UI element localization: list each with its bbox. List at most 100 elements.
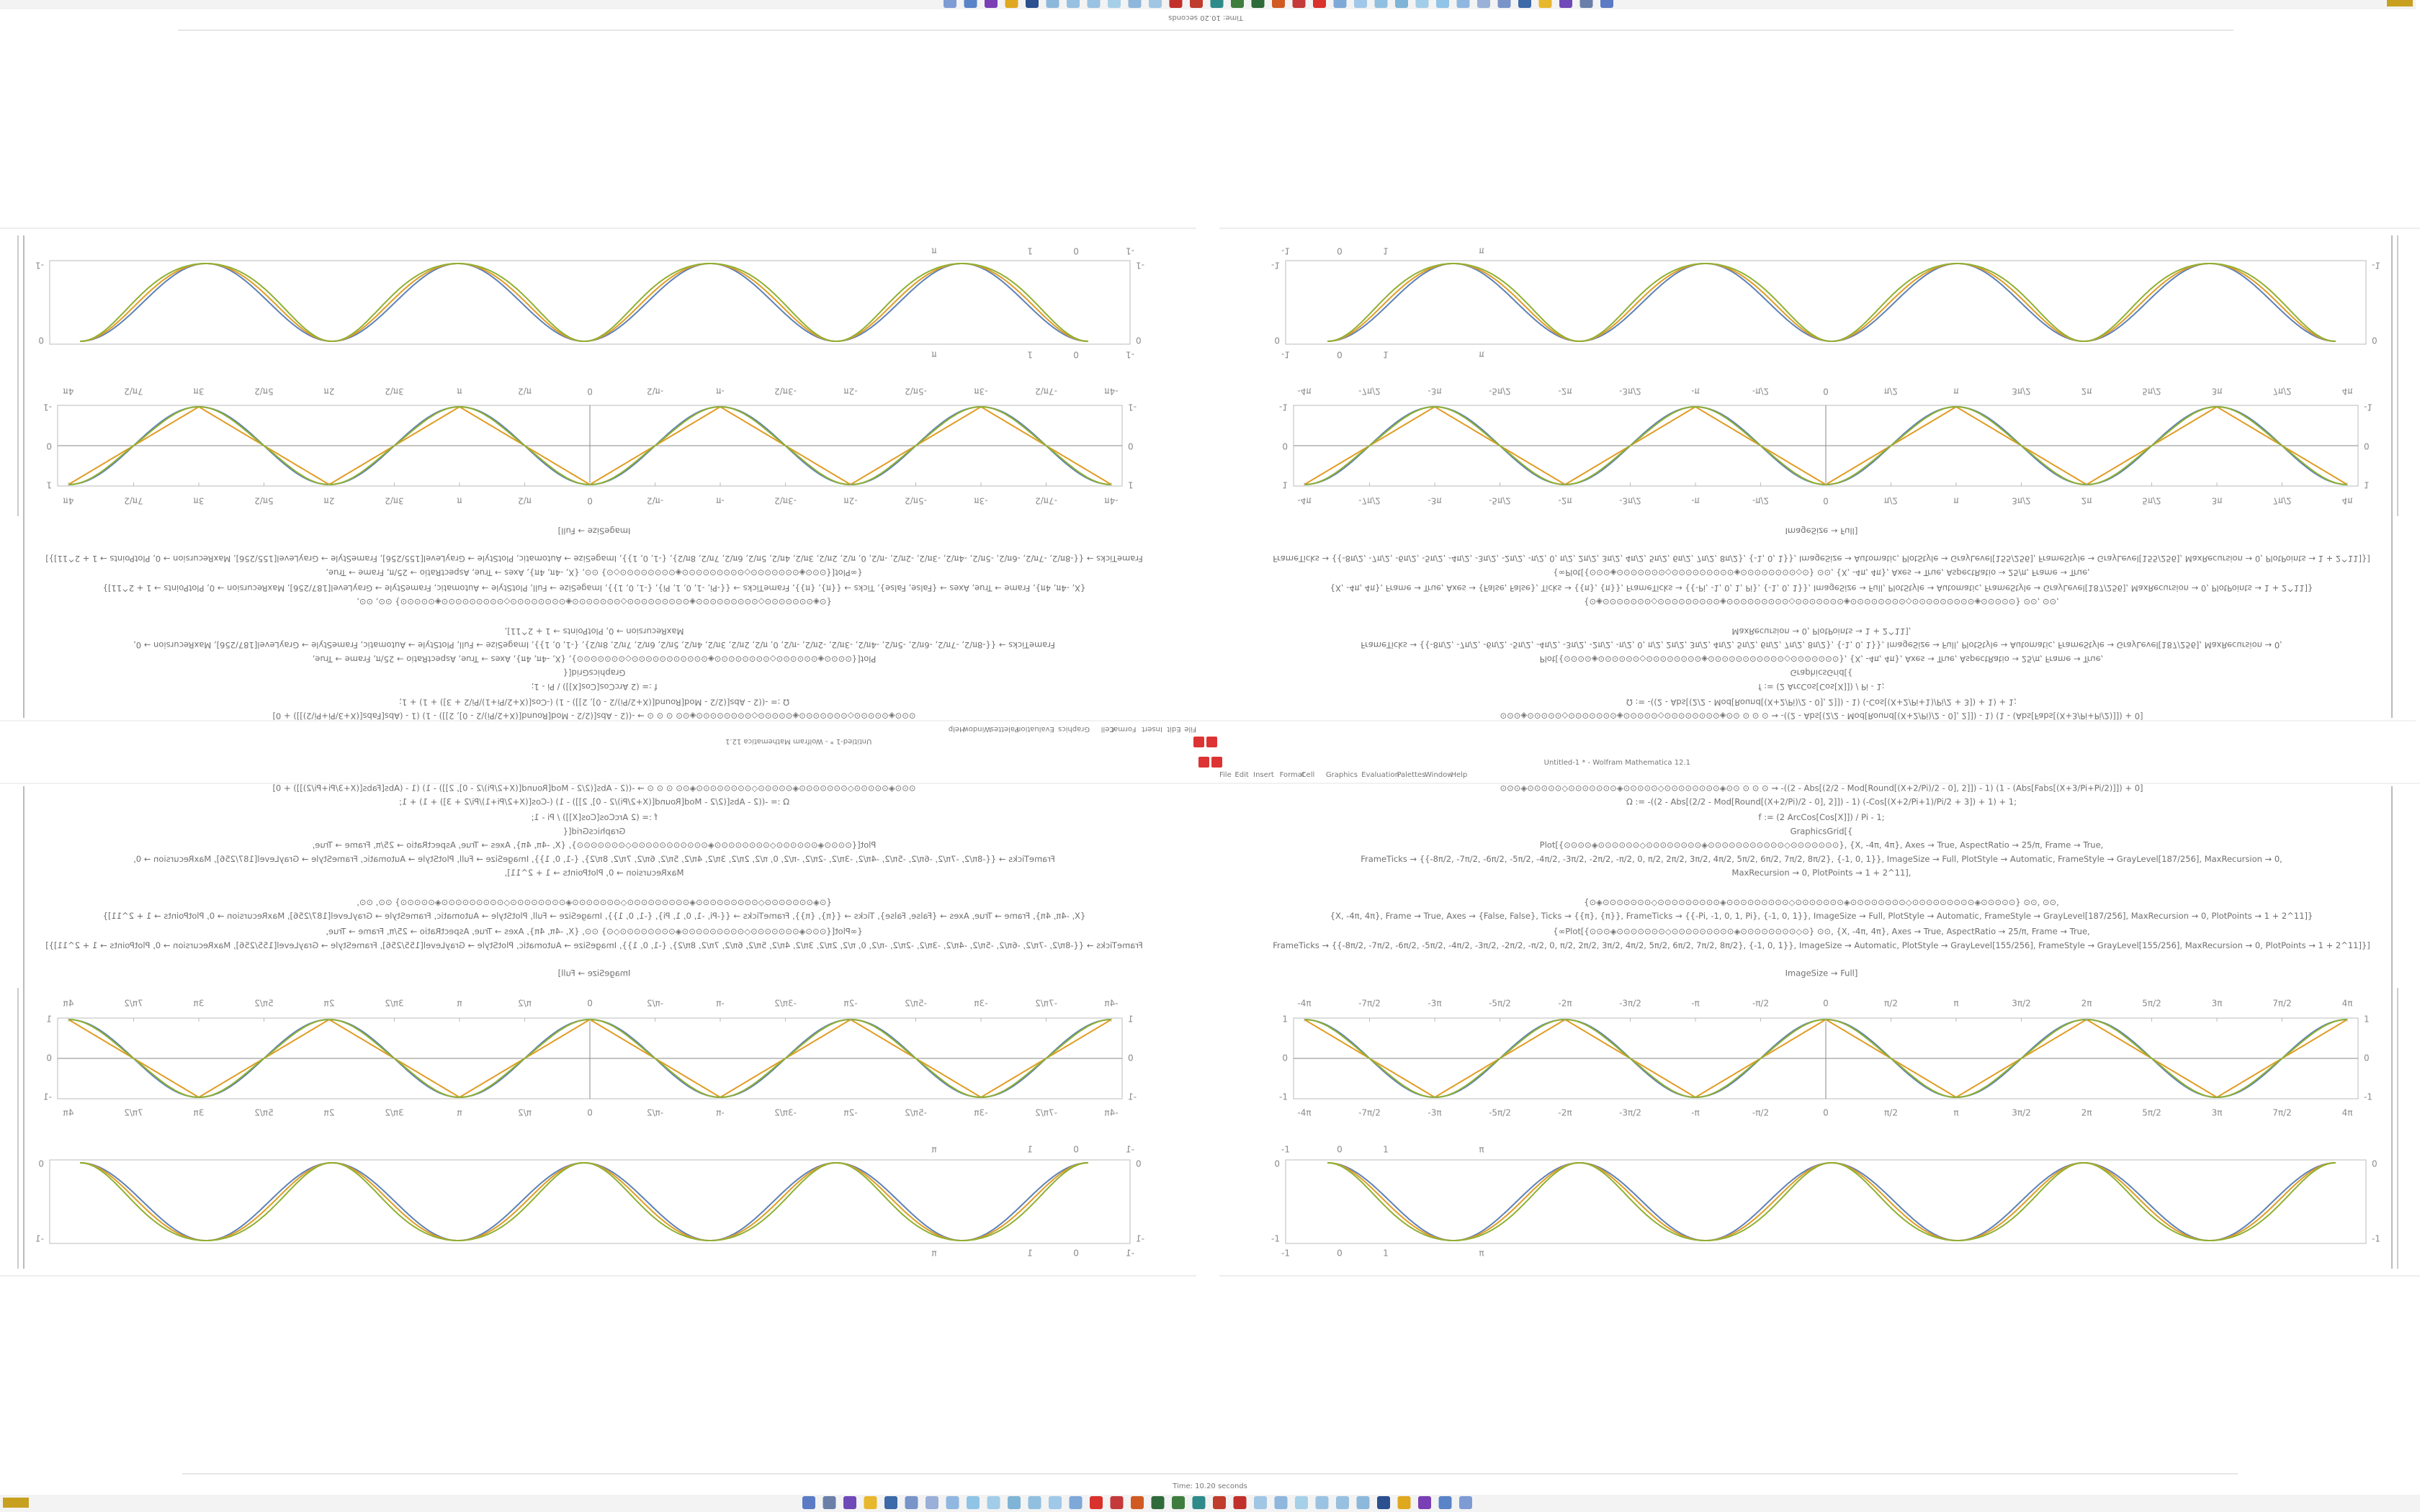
taskbar-icon[interactable] (1354, 0, 1367, 8)
taskbar-icon[interactable] (967, 1496, 980, 1509)
taskbar-icon[interactable] (1315, 1496, 1329, 1509)
close-button[interactable] (1193, 737, 1204, 747)
taskbar-icon[interactable] (905, 1496, 918, 1509)
menu-item[interactable]: Graphics (1326, 771, 1358, 779)
menu-item[interactable]: Help (949, 725, 965, 733)
menu-item[interactable]: Insert (1142, 725, 1162, 733)
menu-item[interactable]: Evaluation (1361, 771, 1399, 779)
menu-item[interactable]: Format (1111, 725, 1136, 733)
menu-item[interactable]: Palettes (1397, 771, 1425, 779)
menu-item[interactable]: Edit (1234, 771, 1248, 779)
menu-item[interactable]: Format (1280, 771, 1305, 779)
taskbar-icon[interactable] (1131, 1496, 1144, 1509)
taskbar-icon[interactable] (1046, 0, 1059, 8)
x-tick-label: -2π (1558, 1108, 1572, 1118)
taskbar-icon[interactable] (1049, 1496, 1062, 1509)
taskbar-icon[interactable] (1005, 0, 1018, 8)
taskbar-icon[interactable] (1087, 0, 1101, 8)
taskbar-icon[interactable] (1028, 1496, 1041, 1509)
taskbar-icon[interactable] (985, 0, 998, 8)
taskbar-icon[interactable] (1090, 1496, 1103, 1509)
taskbar-icon[interactable] (843, 1496, 856, 1509)
x-tick-label: π (457, 387, 462, 397)
taskbar-icon[interactable] (1172, 1496, 1185, 1509)
taskbar-icon[interactable] (1579, 0, 1593, 8)
taskbar-icon[interactable] (802, 1496, 815, 1509)
taskbar-icon[interactable] (1313, 0, 1326, 8)
taskbar-icon[interactable] (1008, 1496, 1021, 1509)
taskbar-icon[interactable] (1374, 0, 1388, 8)
y-tick-label: 0 (2364, 441, 2370, 451)
menu-item[interactable]: Cell (1101, 725, 1115, 733)
x-tick-label: -7π/2 (1035, 387, 1057, 397)
close-button[interactable] (1198, 757, 1209, 768)
taskbar-icon[interactable] (1026, 0, 1039, 8)
taskbar-icon[interactable] (1356, 1496, 1370, 1509)
taskbar-icon[interactable] (946, 1496, 959, 1509)
taskbar-icon[interactable] (1418, 1496, 1431, 1509)
close-button[interactable] (1211, 757, 1222, 768)
taskbar-icon[interactable] (823, 1496, 836, 1509)
menu-item[interactable]: Palettes (990, 725, 1019, 733)
taskbar-icon[interactable] (1251, 0, 1265, 8)
taskbar-icon[interactable] (1333, 0, 1347, 8)
taskbar-icon[interactable] (1438, 1496, 1452, 1509)
menu-item[interactable]: Window (1425, 771, 1453, 779)
menu-item[interactable]: File (1219, 771, 1232, 779)
taskbar-icon[interactable] (1559, 0, 1572, 8)
start-button[interactable] (2387, 0, 2413, 6)
y-tick-label: -1 (1128, 402, 1137, 413)
taskbar-icon[interactable] (1497, 0, 1511, 8)
taskbar-icon[interactable] (926, 1496, 938, 1509)
menu-item[interactable]: Window (963, 725, 991, 733)
taskbar-icon[interactable] (1295, 1496, 1308, 1509)
taskbar-icon[interactable] (1213, 1496, 1226, 1509)
taskbar-icon[interactable] (1538, 0, 1552, 8)
taskbar-icon[interactable] (1069, 1496, 1083, 1509)
taskbar-icon[interactable] (864, 1496, 877, 1509)
taskbar-icon[interactable] (987, 1496, 1000, 1509)
taskbar-icon[interactable] (1377, 1496, 1390, 1509)
taskbar-icon[interactable] (1292, 0, 1306, 8)
taskbar-icon[interactable] (1274, 1496, 1288, 1509)
menu-item[interactable]: Cell (1301, 771, 1315, 779)
taskbar-icon[interactable] (1415, 0, 1429, 8)
taskbar-icon[interactable] (1190, 0, 1203, 8)
taskbar-icon[interactable] (1233, 1496, 1247, 1509)
menu-item[interactable]: Edit (1167, 725, 1180, 733)
taskbar-icon[interactable] (1600, 0, 1613, 8)
taskbar-icon[interactable] (1151, 1496, 1165, 1509)
taskbar-icon[interactable] (1477, 0, 1490, 8)
taskbar-icon[interactable] (1436, 0, 1449, 8)
taskbar-icon[interactable] (1272, 0, 1285, 8)
code-line: GraphicsGrid[{ (1791, 826, 1853, 836)
menu-item[interactable]: Help (1451, 771, 1467, 779)
taskbar-icon[interactable] (964, 0, 977, 8)
taskbar-icon[interactable] (1397, 1496, 1411, 1509)
taskbar-icon[interactable] (1169, 0, 1183, 8)
close-button[interactable] (1206, 737, 1217, 747)
taskbar-icon[interactable] (1128, 0, 1142, 8)
taskbar-icon[interactable] (1518, 0, 1531, 8)
taskbar-icon[interactable] (1210, 0, 1224, 8)
taskbar-icon[interactable] (1459, 1496, 1472, 1509)
taskbar-icon[interactable] (1149, 0, 1162, 8)
taskbar-icon[interactable] (1067, 0, 1080, 8)
menu-item[interactable]: Graphics (1058, 725, 1090, 733)
menu-item[interactable]: Evaluation (1016, 725, 1054, 733)
taskbar-icon[interactable] (1110, 1496, 1124, 1509)
menu-item[interactable]: File (1184, 725, 1196, 733)
taskbar-icon[interactable] (1108, 0, 1121, 8)
start-button[interactable] (3, 1498, 29, 1508)
taskbar-icon[interactable] (1231, 0, 1244, 8)
menu-item[interactable]: Insert (1253, 771, 1274, 779)
taskbar-icon[interactable] (1336, 1496, 1349, 1509)
taskbar-icon[interactable] (944, 0, 956, 8)
taskbar-icon[interactable] (884, 1496, 897, 1509)
taskbar-icon[interactable] (1395, 0, 1408, 8)
taskbar-icon[interactable] (1192, 1496, 1206, 1509)
taskbar-icon[interactable] (1456, 0, 1470, 8)
taskbar-icon[interactable] (1254, 1496, 1267, 1509)
